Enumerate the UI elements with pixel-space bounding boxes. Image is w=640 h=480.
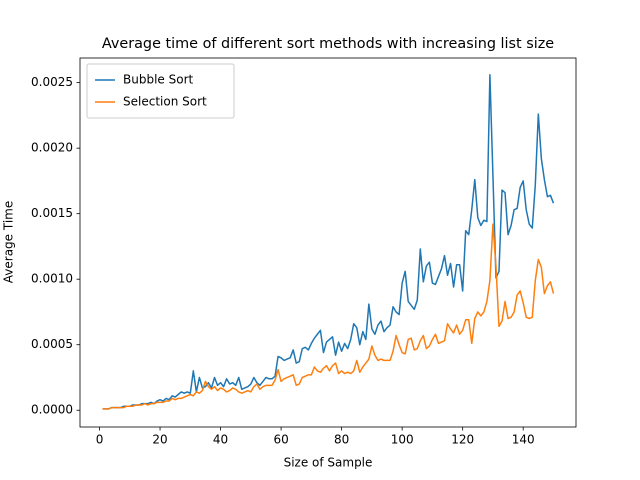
y-tick-label: 0.0020 (31, 141, 73, 155)
x-tick-label: 120 (451, 433, 474, 447)
legend-box (86, 63, 235, 119)
y-tick-label: 0.0000 (31, 403, 73, 417)
plot-frame (79, 57, 577, 428)
x-tick-label: 60 (273, 433, 288, 447)
legend-label: Selection Sort (123, 95, 207, 109)
x-axis-label: Size of Sample (284, 456, 373, 470)
chart-title: Average time of different sort methods w… (102, 36, 554, 52)
y-tick-label: 0.0015 (31, 206, 73, 220)
legend-label: Bubble Sort (123, 73, 193, 87)
x-tick-label: 140 (512, 433, 535, 447)
x-tick-label: 40 (213, 433, 228, 447)
series-line (102, 223, 555, 410)
x-tick-label: 0 (96, 433, 104, 447)
y-axis-label: Average Time (2, 201, 16, 283)
y-tick-label: 0.0025 (31, 75, 73, 89)
x-tick-label: 20 (152, 433, 167, 447)
y-tick-label: 0.0010 (31, 272, 73, 286)
x-tick-label: 100 (391, 433, 414, 447)
x-tick-label: 80 (334, 433, 349, 447)
y-tick-label: 0.0005 (31, 337, 73, 351)
series-line (102, 74, 555, 410)
